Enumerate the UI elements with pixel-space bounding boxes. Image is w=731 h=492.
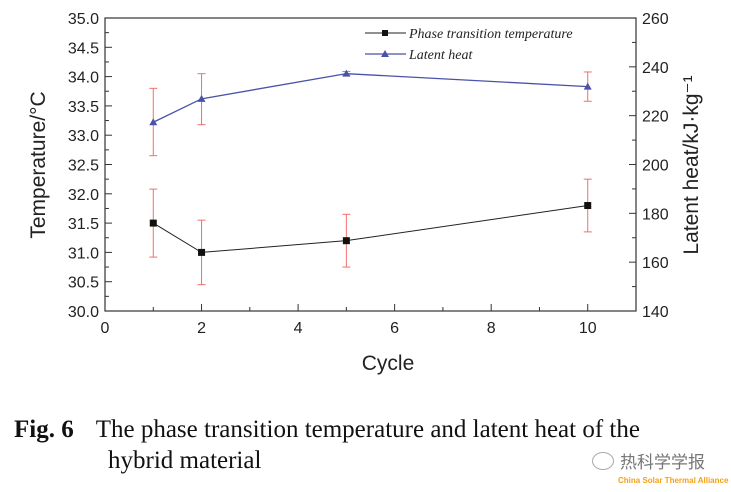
legend: Phase transition temperature Latent heat [365, 27, 573, 63]
x-tick-label: 10 [579, 320, 597, 337]
watermark: 热科学学报 China Solar Thermal Alliance [588, 446, 728, 490]
y-right-tick-label: 240 [642, 60, 669, 77]
x-tick-label: 0 [101, 320, 110, 337]
figure-label: Fig. 6 [14, 416, 74, 443]
series-line-latent-heat [152, 73, 588, 123]
y-left-tick-label: 31.5 [68, 216, 99, 233]
legend-marker-square [382, 30, 388, 36]
data-point-latent-heat [149, 118, 158, 126]
data-point-temperature [149, 219, 157, 227]
y-right-tick-label: 140 [642, 304, 669, 321]
data-point-latent-heat [583, 82, 592, 90]
y-right-tick-label: 200 [642, 158, 669, 175]
y-left-tick-label: 31.0 [68, 245, 99, 262]
x-tick-label: 8 [487, 320, 496, 337]
y-left-tick-label: 35.0 [68, 11, 99, 28]
figure-caption: Fig. 6 The phase transition temperature a… [14, 414, 729, 476]
series-line-temperature [153, 205, 588, 253]
x-axis-label: Cycle [362, 352, 415, 375]
y-axis-label-left: Temperature/°C [27, 91, 50, 238]
y-left-tick-label: 30.0 [68, 304, 99, 321]
y-left-tick-label: 33.5 [68, 99, 99, 116]
y-axis-label-right: Latent heat/kJ·kg⁻¹ [680, 75, 703, 254]
caption-line-1: The phase transition temperature and lat… [95, 416, 640, 443]
data-point-temperature [584, 202, 592, 210]
y-left-tick-label: 32.0 [68, 187, 99, 204]
wechat-icon [592, 452, 614, 470]
y-right-tick-label: 160 [642, 255, 669, 272]
data-point-temperature [342, 237, 350, 245]
y-left-tick-label: 32.5 [68, 158, 99, 175]
caption-line-2: hybrid material [108, 447, 262, 474]
x-tick-label: 4 [294, 320, 303, 337]
watermark-en: China Solar Thermal Alliance [618, 476, 729, 485]
y-right-tick-label: 220 [642, 109, 669, 126]
watermark-cn: 热科学学报 [620, 453, 705, 473]
legend-label-latent-heat: Latent heat [408, 48, 473, 63]
y-left-tick-label: 34.0 [68, 70, 99, 87]
data-point-latent-heat [342, 69, 351, 77]
y-right-tick-label: 260 [642, 11, 669, 28]
y-left-tick-label: 34.5 [68, 40, 99, 57]
x-tick-label: 6 [390, 320, 399, 337]
data-point-latent-heat [197, 94, 206, 102]
data-point-temperature [198, 248, 206, 256]
legend-label-temperature: Phase transition temperature [408, 27, 573, 42]
y-right-tick-label: 180 [642, 206, 669, 223]
plot-frame [104, 17, 637, 312]
y-left-tick-label: 33.0 [68, 128, 99, 145]
y-left-tick-label: 30.5 [68, 275, 99, 292]
x-tick-label: 2 [197, 320, 206, 337]
legend-marker-triangle [381, 50, 389, 57]
